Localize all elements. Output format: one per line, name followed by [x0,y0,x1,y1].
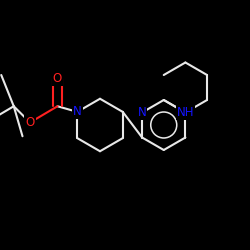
Text: N: N [138,106,146,119]
Text: N: N [73,106,82,118]
Text: NH: NH [177,106,194,119]
Text: O: O [26,116,35,129]
Text: O: O [53,72,62,85]
